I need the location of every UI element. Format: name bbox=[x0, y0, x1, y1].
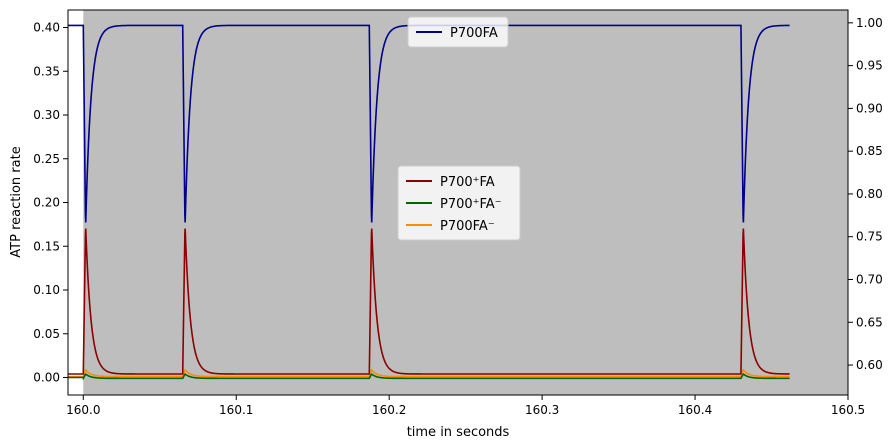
y-right-tick-label: 0.75 bbox=[856, 230, 883, 244]
y-left-tick-label: 0.35 bbox=[33, 64, 60, 78]
x-tick-label: 160.0 bbox=[66, 403, 100, 417]
y-right-tick-label: 0.90 bbox=[856, 101, 883, 115]
y-left-tick-label: 0.20 bbox=[33, 196, 60, 210]
series-line-3 bbox=[68, 368, 790, 378]
series-line-2 bbox=[68, 373, 790, 381]
y-right-tick-label: 0.95 bbox=[856, 59, 883, 73]
y-left-tick-label: 0.05 bbox=[33, 327, 60, 341]
x-axis: 160.0 160.1 160.2 160.3 160.4 160.5 bbox=[66, 395, 865, 417]
series-line-1 bbox=[68, 228, 790, 375]
y-left-tick-label: 0.40 bbox=[33, 21, 60, 35]
y-left-tick-label: 0.30 bbox=[33, 108, 60, 122]
y-right-tick-label: 0.65 bbox=[856, 315, 883, 329]
y-right-tick-label: 0.60 bbox=[856, 358, 883, 372]
x-tick-label: 160.5 bbox=[831, 403, 865, 417]
x-tick-label: 160.2 bbox=[372, 403, 406, 417]
legend-box bbox=[407, 16, 509, 48]
legend-label: P700⁺FA⁻ bbox=[440, 197, 502, 212]
y-right-tick-label: 0.80 bbox=[856, 187, 883, 201]
legend-label: P700⁺FA bbox=[440, 175, 495, 190]
y-left-tick-label: 0.00 bbox=[33, 371, 60, 385]
y-right-tick-label: 0.85 bbox=[856, 144, 883, 158]
legend-center: P700⁺FA P700⁺FA⁻ P700FA⁻ bbox=[397, 165, 521, 241]
legend-label: P700FA⁻ bbox=[440, 219, 495, 234]
y-axis-right: 0.60 0.65 0.70 0.75 0.80 0.85 0.90 0.95 1.00 bbox=[848, 16, 883, 372]
x-tick-label: 160.3 bbox=[525, 403, 559, 417]
legend-top: P700FA bbox=[407, 16, 509, 48]
y-left-tick-label: 0.10 bbox=[33, 283, 60, 297]
y-axis-label: ATP reaction rate bbox=[9, 146, 24, 257]
x-tick-label: 160.1 bbox=[219, 403, 253, 417]
x-tick-label: 160.4 bbox=[678, 403, 712, 417]
y-left-tick-label: 0.15 bbox=[33, 239, 60, 253]
y-axis-left: 0.00 0.05 0.10 0.15 0.20 0.25 0.30 0.35 0.40 bbox=[33, 21, 68, 385]
y-right-tick-label: 0.70 bbox=[856, 273, 883, 287]
y-left-tick-label: 0.25 bbox=[33, 152, 60, 166]
legend-label: P700FA bbox=[450, 26, 498, 41]
y-right-tick-label: 1.00 bbox=[856, 16, 883, 30]
legend-box bbox=[397, 165, 521, 241]
x-axis-label: time in seconds bbox=[407, 425, 510, 440]
